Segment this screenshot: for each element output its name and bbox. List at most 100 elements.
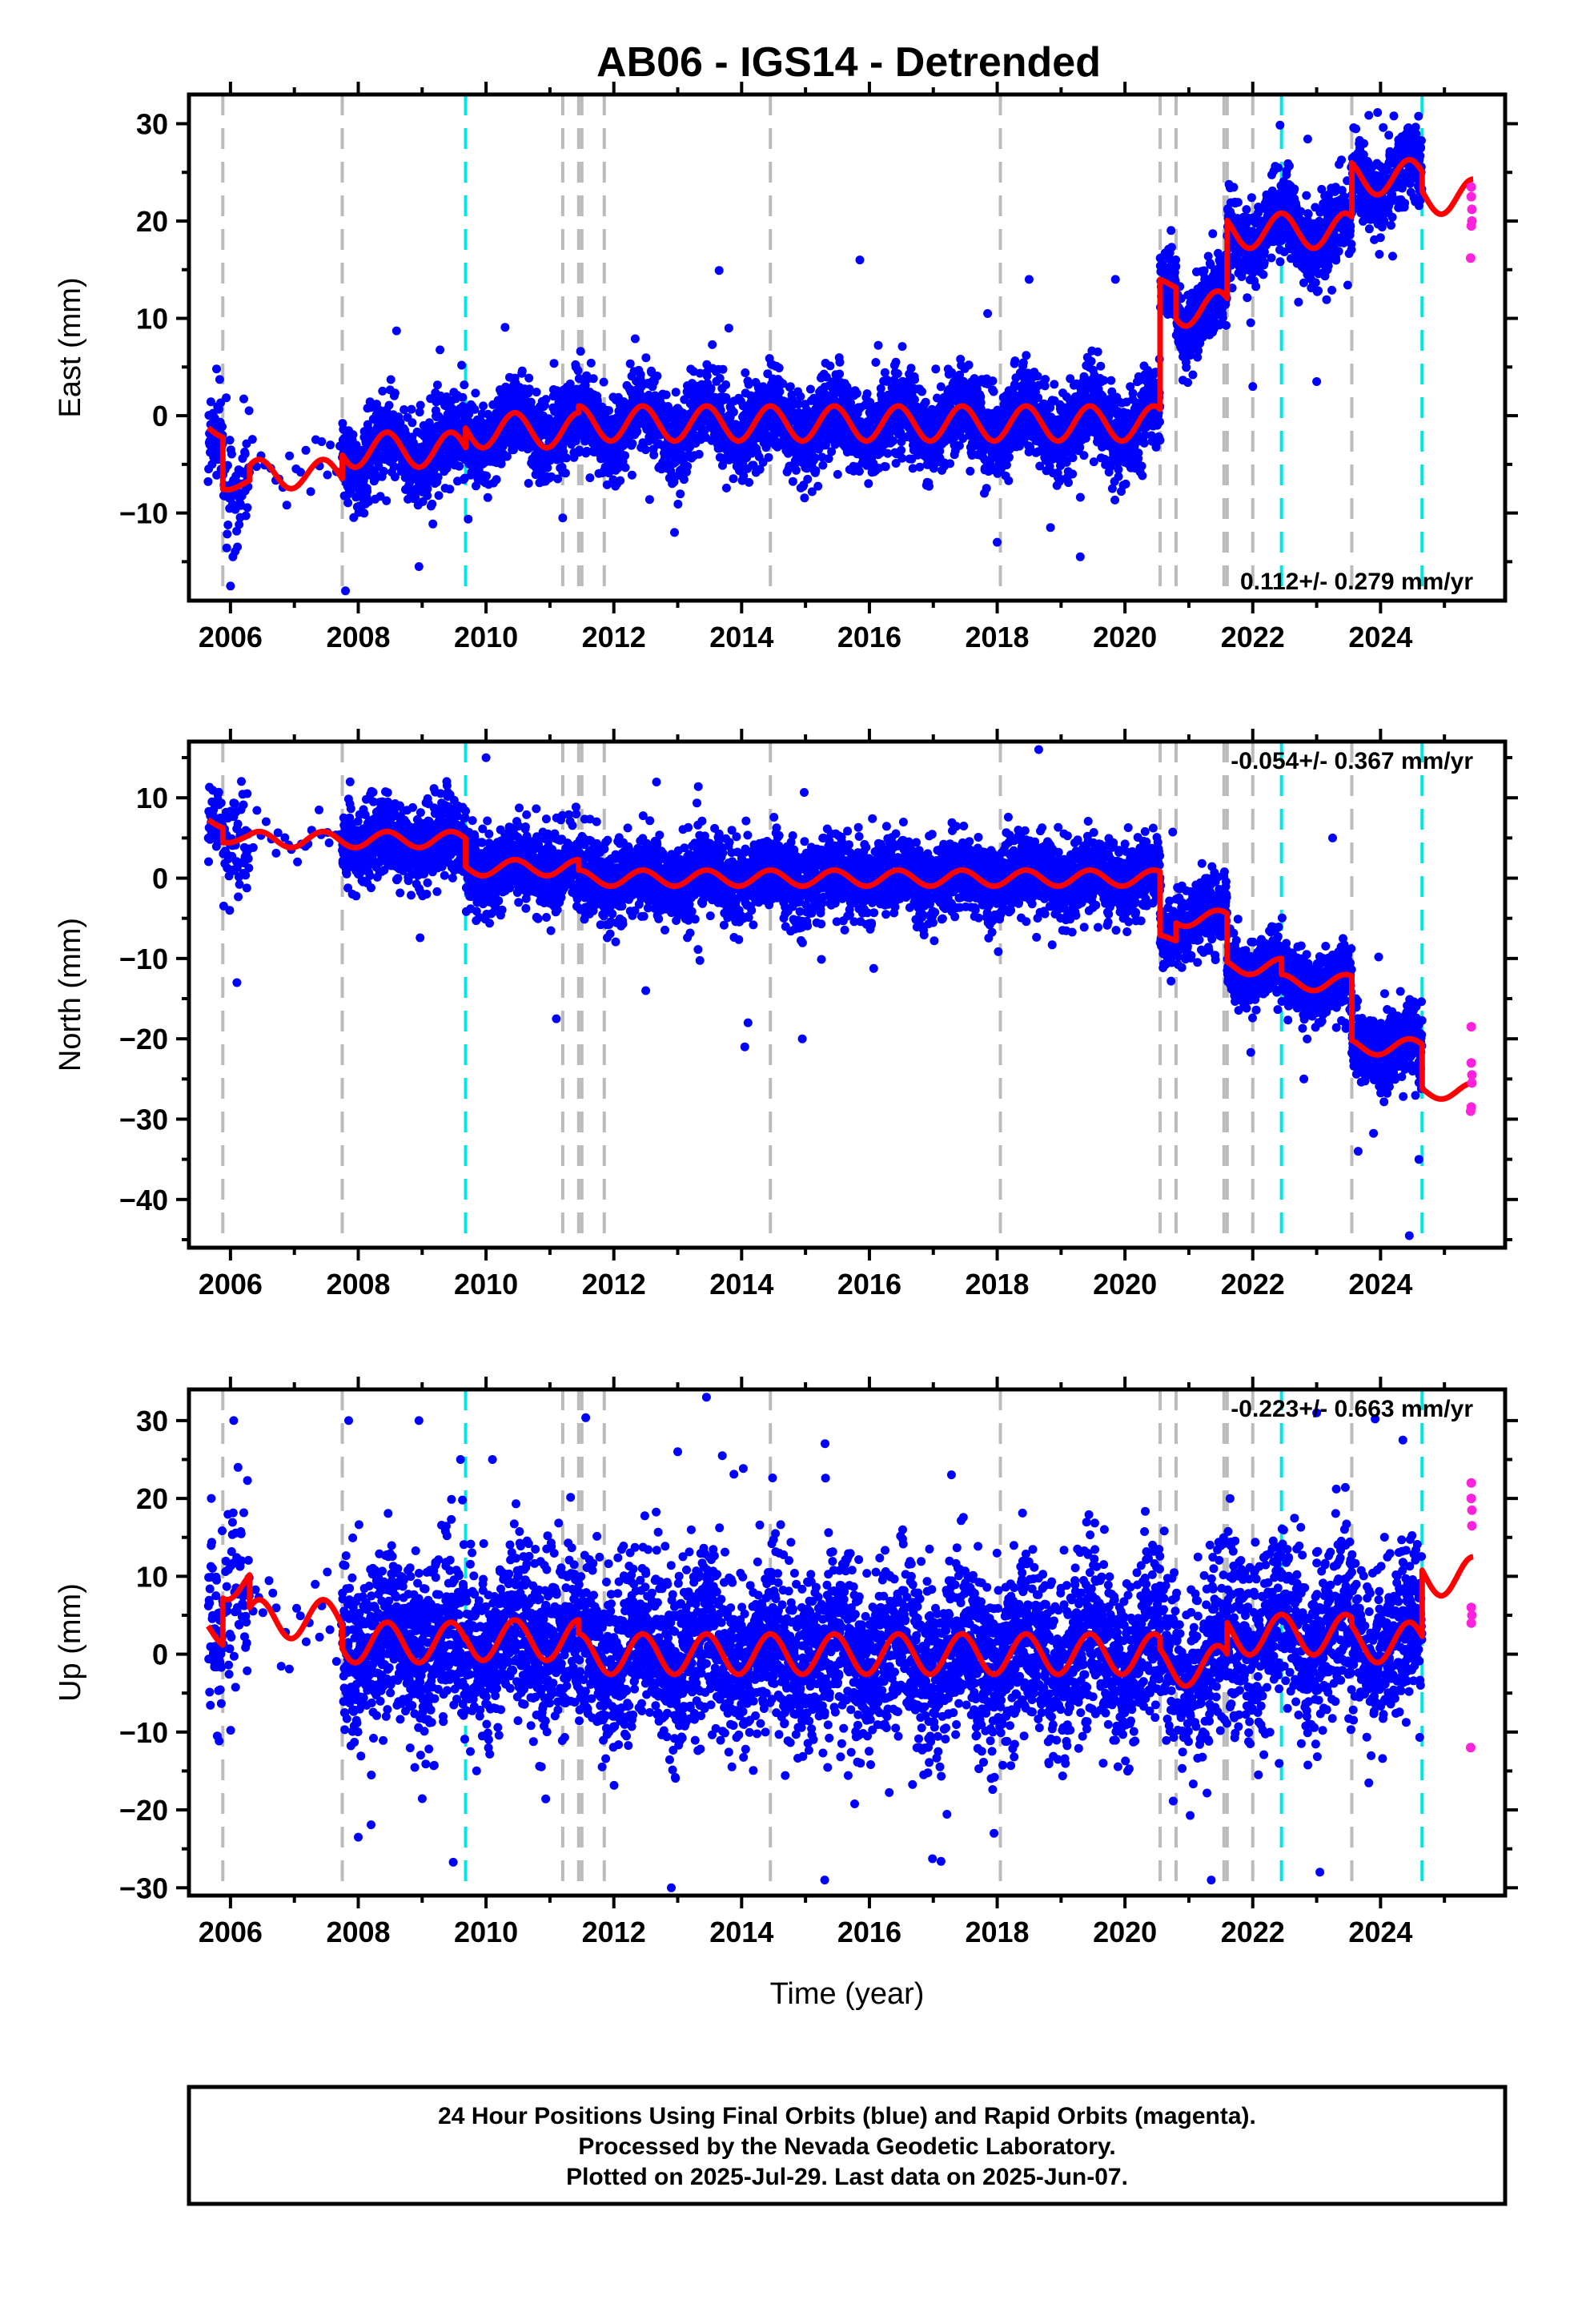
data-point-east-3228	[881, 462, 890, 472]
data-point-east-92	[239, 394, 248, 404]
data-point-east-2869	[818, 460, 828, 470]
data-point-east-1405	[562, 453, 572, 463]
data-point-east-1287	[541, 395, 551, 404]
data-point-east-1234	[532, 388, 541, 397]
data-point-east-1857	[641, 445, 650, 455]
data-point-east-675	[434, 491, 444, 501]
data-point-east-2096	[683, 461, 693, 471]
data-point-east-1617	[599, 377, 608, 387]
data-point-east-104	[247, 435, 257, 444]
data-point-east-4795	[1155, 436, 1165, 445]
data-point-east-3544	[936, 382, 946, 392]
data-point-east-4705	[1139, 438, 1149, 448]
data-point-east-64	[225, 436, 235, 445]
data-point-east-4440	[1093, 347, 1102, 356]
data-point-east-947	[482, 471, 492, 480]
data-point-east-2623	[775, 387, 785, 396]
data-point-east-811	[458, 392, 468, 402]
data-point-east-3840	[988, 376, 998, 386]
data-point-east-402	[386, 375, 396, 384]
data-point-east-1399	[560, 468, 570, 478]
data-point-east-4456	[1096, 361, 1106, 371]
data-point-east-267	[363, 487, 372, 496]
data-point-east-2076	[679, 475, 689, 485]
data-point-east-58	[223, 529, 232, 539]
data-point-east-1739	[620, 451, 630, 460]
data-point-east-571	[416, 400, 425, 410]
data-point-east-1539	[585, 473, 595, 483]
data-point-east-1478	[575, 445, 584, 455]
data-point-east-3772	[976, 398, 986, 408]
data-point-east-2966	[835, 357, 845, 367]
data-point-east-1741	[620, 463, 630, 472]
data-point-east-4169	[1046, 523, 1055, 533]
data-point-east-885	[471, 388, 480, 398]
data-point-east-4953	[1183, 378, 1193, 388]
data-point-east-96	[241, 511, 251, 521]
data-point-east-2277	[714, 266, 724, 275]
data-point-east-2360	[729, 408, 738, 417]
plot-content-east	[203, 94, 1477, 601]
data-point-east-1054	[500, 323, 510, 332]
data-point-east-392	[384, 400, 394, 410]
data-point-east-1485	[576, 347, 585, 356]
data-point-east-47	[218, 422, 227, 432]
data-point-east-3703	[964, 360, 974, 370]
data-point-east-1471	[573, 366, 583, 376]
data-point-east-642	[428, 519, 438, 529]
data-point-east-57	[222, 543, 231, 553]
data-point-east-4096	[1033, 372, 1042, 381]
data-point-east-3323	[897, 342, 907, 352]
data-point-east-2782	[803, 474, 813, 484]
data-point-east-1559	[588, 374, 598, 384]
data-point-east-1152	[517, 366, 527, 376]
data-point-east-820	[460, 380, 469, 390]
data-point-east-376	[382, 496, 391, 505]
data-point-east-2299	[718, 364, 728, 374]
data-point-east-738	[445, 485, 455, 494]
data-point-east-519	[407, 404, 416, 414]
data-point-east-3297	[893, 369, 902, 378]
data-point-east-2448	[745, 477, 754, 487]
data-point-east-39	[215, 375, 224, 384]
data-point-east-117	[306, 487, 315, 497]
data-point-east-2030	[671, 388, 681, 397]
data-point-east-116	[301, 445, 311, 455]
data-point-east-1797	[630, 334, 640, 344]
data-point-east-42	[216, 398, 226, 408]
data-point-east-1334	[549, 359, 559, 368]
data-point-east-342	[375, 492, 385, 501]
data-point-east-2358	[729, 474, 738, 484]
data-point-east-524	[408, 418, 417, 428]
data-point-east-4515	[1106, 376, 1116, 385]
data-point-east-4360	[1079, 451, 1089, 460]
data-point-east-3373	[906, 364, 916, 373]
data-point-east-1582	[592, 396, 602, 406]
data-point-east-4694	[1138, 471, 1147, 480]
data-point-east-637	[428, 499, 437, 509]
data-point-east-112	[282, 501, 291, 510]
data-point-east-1781	[628, 439, 637, 448]
figure-title: AB06 - IGS14 - Detrended	[596, 39, 1101, 86]
data-point-east-477	[400, 405, 409, 414]
data-point-east-2684	[785, 382, 795, 392]
data-point-east-1355	[553, 474, 563, 484]
data-point-east-3595	[946, 459, 955, 468]
data-point-east-4858	[1166, 226, 1176, 235]
data-point-east-4671	[1134, 448, 1143, 458]
data-point-east-3933	[1004, 452, 1014, 462]
data-point-east-1426	[565, 379, 575, 388]
data-point-east-1712	[616, 476, 625, 485]
data-point-east-682	[436, 345, 445, 355]
data-point-east-610	[423, 491, 432, 501]
data-point-east-3286	[891, 357, 901, 367]
data-point-east-3078	[854, 467, 864, 476]
data-point-east-3122	[862, 389, 872, 399]
data-point-east-2911	[825, 361, 835, 371]
data-point-east-3476	[925, 481, 934, 491]
data-point-east-1202	[526, 397, 536, 407]
data-point-east-4272	[1064, 478, 1073, 488]
data-point-east-3456	[921, 397, 930, 407]
data-point-east-880	[470, 404, 480, 414]
data-point-east-792	[455, 461, 464, 471]
